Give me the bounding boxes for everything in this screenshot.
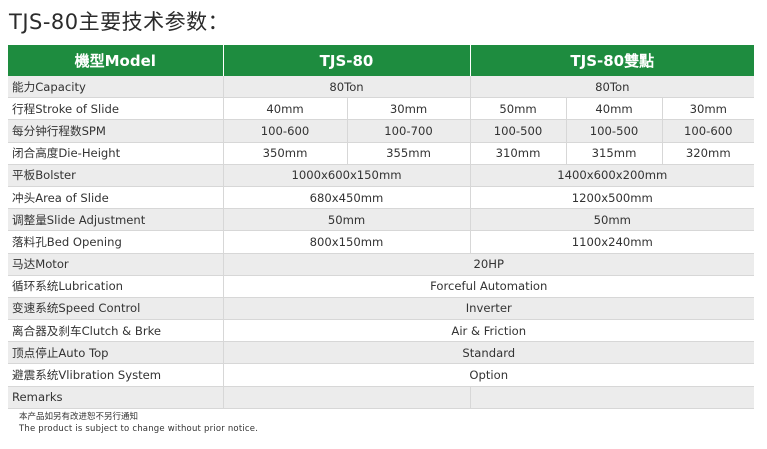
footnote-zh: 本产品如另有改进恕不另行通知 bbox=[19, 412, 139, 422]
table-cell: 355mm bbox=[347, 142, 471, 165]
table-cell: 50mm bbox=[223, 208, 471, 232]
table-cell: 1100x240mm bbox=[470, 230, 755, 254]
table-row: 每分钟行程数SPM 100-600 100-700 100-500 100-500 100… bbox=[8, 119, 755, 143]
table-row: 平板Bolster 1000x600x150mm 1400x600x200mm bbox=[8, 164, 755, 187]
model-b-header: TJS-80雙點 bbox=[470, 45, 755, 76]
row-label: 行程Stroke of Slide bbox=[8, 97, 224, 121]
model-a-header: TJS-80 bbox=[223, 45, 471, 76]
page-title: TJS-80主要技术参数： bbox=[9, 10, 230, 34]
row-label: 马达Motor bbox=[8, 253, 224, 276]
row-label: 冲头Area of Slide bbox=[8, 186, 224, 210]
row-label: 离合器及刹车Clutch & Brke bbox=[8, 319, 224, 343]
row-label: Remarks bbox=[8, 386, 224, 409]
table-row: 离合器及刹车Clutch & Brke Air & Friction bbox=[8, 319, 755, 343]
table-cell: 80Ton bbox=[470, 76, 755, 99]
table-cell: 30mm bbox=[347, 97, 471, 121]
row-label: 平板Bolster bbox=[8, 164, 224, 187]
row-label: 顶点停止Auto Top bbox=[8, 341, 224, 365]
table-cell: Air & Friction bbox=[223, 319, 755, 343]
table-cell: 100-700 bbox=[347, 119, 471, 143]
table-row: 马达Motor 20HP bbox=[8, 253, 755, 276]
table-cell: 40mm bbox=[566, 97, 663, 121]
table-cell: 80Ton bbox=[223, 76, 471, 99]
table-cell: 310mm bbox=[470, 142, 567, 165]
table-row: 冲头Area of Slide 680x450mm 1200x500mm bbox=[8, 186, 755, 210]
table-cell: 100-500 bbox=[566, 119, 663, 143]
table-row: 闭合高度Die-Height 350mm 355mm 310mm 315mm 320mm bbox=[8, 142, 755, 165]
row-label: 变速系统Speed Control bbox=[8, 297, 224, 321]
model-column-header: 機型Model bbox=[8, 45, 224, 76]
footnote-en: The product is subject to change without… bbox=[19, 424, 259, 434]
table-cell: 100-600 bbox=[223, 119, 348, 143]
table-cell: 1400x600x200mm bbox=[470, 164, 755, 187]
spec-table-body: 能力Capacity 80Ton 80Ton 行程Stroke of Slide 40m… bbox=[8, 76, 755, 409]
table-row: 循环系统Lubrication Forceful Automation bbox=[8, 275, 755, 298]
table-cell: 680x450mm bbox=[223, 186, 471, 210]
row-label: 能力Capacity bbox=[8, 76, 224, 99]
table-cell: Forceful Automation bbox=[223, 275, 755, 298]
table-cell bbox=[470, 386, 755, 409]
row-label: 避震系统Vlibration System bbox=[8, 363, 224, 387]
row-label: 每分钟行程数SPM bbox=[8, 119, 224, 143]
table-cell: Inverter bbox=[223, 297, 755, 321]
table-row: 调整量Slide Adjustment 50mm 50mm bbox=[8, 208, 755, 232]
table-row: 变速系统Speed Control Inverter bbox=[8, 297, 755, 321]
table-cell: 1000x600x150mm bbox=[223, 164, 471, 187]
table-cell: 320mm bbox=[662, 142, 755, 165]
table-row: 顶点停止Auto Top Standard bbox=[8, 341, 755, 365]
table-cell: 40mm bbox=[223, 97, 348, 121]
table-row: 能力Capacity 80Ton 80Ton bbox=[8, 76, 755, 99]
table-row: Remarks bbox=[8, 386, 755, 409]
spec-table: 機型Model TJS-80 TJS-80雙點 能力Capacity 80Ton 8… bbox=[8, 45, 755, 409]
table-header-row: 機型Model TJS-80 TJS-80雙點 bbox=[8, 45, 755, 76]
table-cell: Option bbox=[223, 363, 755, 387]
table-row: 避震系统Vlibration System Option bbox=[8, 363, 755, 387]
table-cell: Standard bbox=[223, 341, 755, 365]
table-row: 行程Stroke of Slide 40mm 30mm 50mm 40mm 30mm bbox=[8, 97, 755, 121]
table-cell: 100-600 bbox=[662, 119, 755, 143]
row-label: 调整量Slide Adjustment bbox=[8, 208, 224, 232]
table-cell: 800x150mm bbox=[223, 230, 471, 254]
table-cell: 30mm bbox=[662, 97, 755, 121]
table-cell: 50mm bbox=[470, 208, 755, 232]
table-cell: 315mm bbox=[566, 142, 663, 165]
table-cell bbox=[223, 386, 471, 409]
table-cell: 50mm bbox=[470, 97, 567, 121]
table-cell: 1200x500mm bbox=[470, 186, 755, 210]
table-cell: 350mm bbox=[223, 142, 348, 165]
table-row: 落料孔Bed Opening 800x150mm 1100x240mm bbox=[8, 230, 755, 254]
row-label: 落料孔Bed Opening bbox=[8, 230, 224, 254]
row-label: 循环系统Lubrication bbox=[8, 275, 224, 298]
table-cell: 20HP bbox=[223, 253, 755, 276]
row-label: 闭合高度Die-Height bbox=[8, 142, 224, 165]
table-cell: 100-500 bbox=[470, 119, 567, 143]
